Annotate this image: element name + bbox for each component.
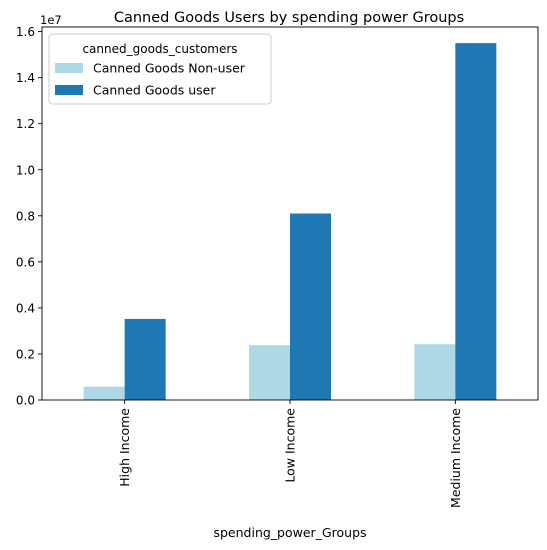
- y-tick-label: 1.2: [16, 117, 35, 131]
- bar-non-user-low-income: [249, 345, 290, 400]
- x-tick-label: Low Income: [283, 408, 298, 483]
- y-axis: 0.0 0.2 0.4 0.6 0.8 1.0 1.2 1.4 1.6: [16, 25, 42, 407]
- y-tick-label: 1.4: [16, 71, 35, 85]
- legend-title: canned_goods_customers: [82, 42, 237, 56]
- chart-title: Canned Goods Users by spending power Gro…: [114, 10, 464, 26]
- legend-swatch: [55, 63, 83, 73]
- x-axis: High Income Low Income Medium Income: [117, 400, 463, 508]
- y-tick-label: 0.2: [16, 347, 35, 361]
- bar-user-medium-income: [455, 43, 496, 400]
- y-tick-label: 0.8: [16, 209, 35, 223]
- y-tick-label: 0.6: [16, 255, 35, 269]
- legend-label: Canned Goods user: [93, 83, 216, 98]
- x-tick-label: Medium Income: [448, 408, 463, 508]
- y-tick-label: 1.0: [16, 163, 35, 177]
- y-tick-label: 0.4: [16, 301, 35, 315]
- bar-non-user-high-income: [84, 387, 125, 400]
- bar-user-high-income: [125, 319, 166, 400]
- y-tick-label: 1.6: [16, 25, 35, 39]
- x-tick-label: High Income: [117, 408, 132, 487]
- legend-swatch: [55, 85, 83, 95]
- x-axis-label: spending_power_Groups: [213, 525, 366, 540]
- legend: canned_goods_customers Canned Goods Non-u…: [49, 34, 271, 104]
- bar-user-low-income: [290, 214, 331, 401]
- y-offset-label-base: 1e7: [40, 13, 62, 27]
- y-offset-label: 1e7: [40, 13, 62, 27]
- y-tick-label: 0.0: [16, 394, 35, 408]
- bar-non-user-medium-income: [414, 344, 455, 400]
- legend-label: Canned Goods Non-user: [93, 61, 246, 76]
